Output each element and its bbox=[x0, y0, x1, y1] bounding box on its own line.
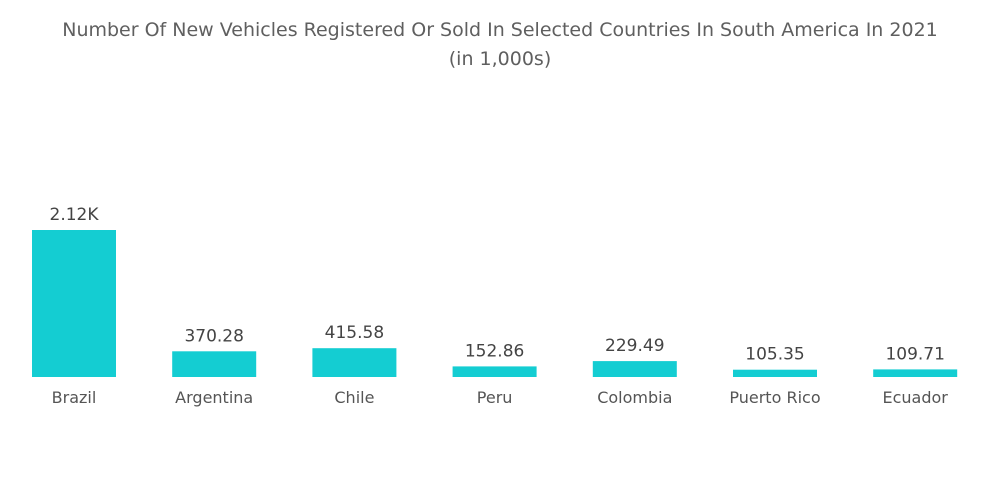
category-labels-group: Brazil Argentina Chile Peru Colombia Puerto R… bbox=[52, 388, 949, 407]
category-label-puerto-rico: Puerto Rico bbox=[729, 388, 820, 407]
bar-ecuador bbox=[873, 369, 958, 377]
chart-subtitle: (in 1,000s) bbox=[448, 48, 552, 70]
bar-colombia bbox=[592, 361, 677, 377]
value-label-ecuador: 109.71 bbox=[885, 344, 944, 364]
category-label-ecuador: Ecuador bbox=[883, 388, 949, 407]
value-label-chile: 415.58 bbox=[325, 323, 384, 343]
category-label-brazil: Brazil bbox=[52, 388, 97, 407]
category-label-chile: Chile bbox=[334, 388, 374, 407]
category-label-argentina: Argentina bbox=[175, 388, 253, 407]
bar-chile bbox=[312, 348, 397, 377]
chart-title-main: Number Of New Vehicles Registered Or Sol… bbox=[62, 19, 938, 41]
value-labels-group: 2.12K 370.28 415.58 152.86 229.49 105.35 109.7… bbox=[50, 205, 945, 365]
chart-title: Number Of New Vehicles Registered Or Sol… bbox=[0, 16, 1000, 74]
category-label-colombia: Colombia bbox=[597, 388, 672, 407]
value-label-argentina: 370.28 bbox=[184, 326, 243, 346]
bar-argentina bbox=[172, 351, 257, 377]
value-label-colombia: 229.49 bbox=[605, 336, 664, 356]
bar-brazil bbox=[32, 230, 116, 377]
value-label-peru: 152.86 bbox=[465, 341, 524, 361]
bar-peru bbox=[452, 366, 537, 377]
value-label-brazil: 2.12K bbox=[50, 205, 100, 225]
value-label-puerto-rico: 105.35 bbox=[745, 345, 804, 365]
bars-group bbox=[32, 230, 958, 377]
category-label-peru: Peru bbox=[477, 388, 513, 407]
bar-puerto-rico bbox=[733, 369, 817, 377]
